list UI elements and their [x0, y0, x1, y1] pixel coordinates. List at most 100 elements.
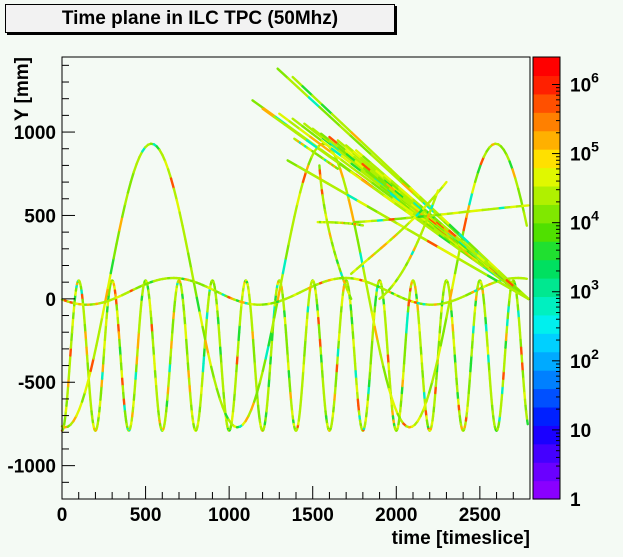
- track-segment: [354, 160, 366, 170]
- track-segment: [273, 301, 279, 319]
- track-segment: [164, 160, 170, 171]
- track-segment: [521, 204, 530, 208]
- track-segment: [270, 331, 274, 342]
- y-tick-label: 1000: [14, 123, 56, 144]
- track-segment: [288, 120, 302, 131]
- track-segment: [288, 377, 292, 388]
- track-segment: [460, 250, 475, 261]
- track-segment: [476, 268, 490, 277]
- track-segment: [268, 369, 272, 380]
- track-segment: [290, 215, 296, 232]
- track-segment: [419, 346, 423, 357]
- track-segment: [412, 192, 426, 205]
- track-segment: [286, 77, 300, 90]
- track-segment: [337, 338, 341, 349]
- y-tick-label: -500: [18, 373, 56, 394]
- track-segment: [353, 224, 359, 241]
- y-tick-label: -1000: [7, 457, 56, 478]
- x-tick-label: 1500: [292, 505, 334, 526]
- track-segment: [83, 380, 90, 394]
- track-segment: [361, 174, 374, 185]
- track-segment: [121, 202, 127, 218]
- track-segment: [237, 323, 241, 334]
- track-line: [286, 159, 530, 301]
- track-segment: [356, 238, 362, 255]
- track-segment: [428, 380, 434, 394]
- track-segment: [402, 362, 406, 373]
- track-segment: [487, 362, 491, 373]
- track-segment: [336, 188, 350, 197]
- track-segment: [276, 286, 282, 304]
- track-segment: [218, 397, 224, 409]
- track-segment: [330, 147, 343, 158]
- color-scale-band: [533, 388, 560, 408]
- track-segment: [269, 354, 273, 365]
- track-segment: [341, 177, 348, 191]
- track-segment: [420, 354, 424, 365]
- color-scale-band: [533, 57, 560, 77]
- color-scale-band: [533, 314, 560, 334]
- track-segment: [371, 331, 375, 342]
- track-segment: [301, 85, 314, 97]
- track-segment: [339, 168, 345, 180]
- track-segment: [363, 166, 375, 177]
- track-segment: [406, 228, 420, 237]
- track-segment: [386, 346, 390, 357]
- track-segment: [152, 354, 156, 365]
- track-segment: [372, 186, 386, 198]
- track-segment: [329, 151, 343, 162]
- track-segment: [360, 158, 371, 169]
- track-segment: [518, 323, 522, 334]
- track-segment: [136, 346, 139, 357]
- track-segment: [448, 223, 461, 236]
- track-segment: [354, 377, 358, 388]
- track-segment: [471, 323, 475, 334]
- track-segment: [456, 257, 470, 266]
- track-segment: [361, 178, 375, 190]
- color-scale-band: [533, 351, 560, 371]
- track-segment: [497, 280, 510, 289]
- track-segment: [178, 211, 184, 227]
- track-segment: [505, 279, 516, 288]
- color-scale-band: [533, 185, 560, 205]
- track-segment: [521, 369, 525, 380]
- track-segment: [423, 215, 435, 225]
- track-segment: [118, 346, 122, 357]
- track-segment: [406, 201, 418, 211]
- track-segment: [476, 254, 487, 263]
- track-segment: [366, 205, 380, 214]
- track-segment: [70, 323, 74, 334]
- track-segment: [253, 362, 257, 373]
- track-segment: [278, 271, 285, 290]
- track-segment: [390, 182, 401, 192]
- track-segment: [95, 330, 101, 347]
- track-segment: [301, 125, 314, 135]
- track-segment: [443, 220, 457, 233]
- color-scale-band: [533, 278, 560, 298]
- track-segment: [441, 223, 451, 233]
- track-segment: [101, 362, 105, 373]
- track-segment: [311, 127, 323, 138]
- track-segment: [285, 338, 289, 349]
- track-segment: [518, 331, 522, 342]
- track-segment: [433, 228, 447, 239]
- track-segment: [369, 161, 379, 171]
- track-segment: [370, 153, 384, 166]
- track-segment: [388, 187, 400, 197]
- track-segment: [303, 346, 307, 357]
- color-scale-label: 106: [570, 69, 599, 96]
- track-segment: [221, 405, 227, 416]
- track-segment: [318, 105, 332, 118]
- track-segment: [453, 354, 457, 365]
- x-tick-label: 2000: [375, 505, 417, 526]
- track-segment: [438, 323, 442, 334]
- track-segment: [448, 286, 454, 304]
- track-segment: [371, 181, 385, 193]
- track-segment: [458, 232, 471, 245]
- track-segment: [120, 369, 124, 380]
- track-segment: [439, 330, 445, 347]
- track-segment: [215, 388, 222, 400]
- track-segment: [102, 346, 106, 357]
- track-segment: [339, 125, 352, 138]
- track-segment: [264, 344, 270, 360]
